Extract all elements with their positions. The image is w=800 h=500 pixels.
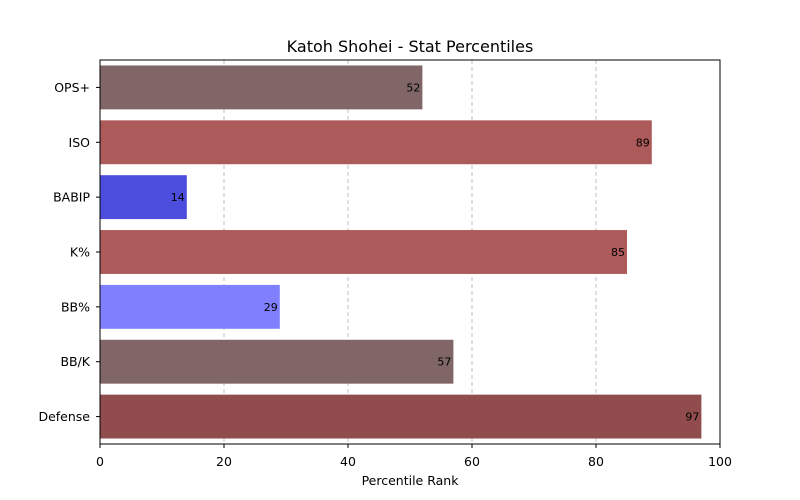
bar-value-label: 52 xyxy=(406,81,420,94)
bar-value-label: 85 xyxy=(611,246,625,259)
bar-ops- xyxy=(100,65,423,110)
x-tick-label: 60 xyxy=(464,454,480,469)
bar-value-label: 29 xyxy=(264,301,278,314)
x-tick-label: 100 xyxy=(708,454,732,469)
x-axis-title: Percentile Rank xyxy=(362,473,460,488)
bar-value-label: 57 xyxy=(437,356,451,369)
y-tick-label: ISO xyxy=(69,135,91,150)
bar-value-label: 14 xyxy=(171,191,185,204)
bar-k- xyxy=(100,230,627,274)
data-labels: 52 89 14 85 29 57 97 xyxy=(171,81,700,423)
y-tick-label: K% xyxy=(70,245,90,260)
y-tick-label: Defense xyxy=(38,409,90,424)
bars xyxy=(100,65,702,439)
x-tick-label: 0 xyxy=(96,454,104,469)
x-tick-label: 80 xyxy=(588,454,604,469)
bar-bb-k xyxy=(100,339,454,384)
chart-title: Katoh Shohei - Stat Percentiles xyxy=(287,37,534,56)
y-tick-label: OPS+ xyxy=(54,80,90,95)
bar-value-label: 89 xyxy=(636,136,650,149)
x-tick-label: 20 xyxy=(216,454,232,469)
bar-defense xyxy=(100,394,702,439)
y-axis: OPS+ ISO BABIP K% BB% BB/K Defense xyxy=(38,80,100,424)
bar-babip xyxy=(100,175,187,220)
y-tick-label: BABIP xyxy=(53,190,90,205)
x-tick-label: 40 xyxy=(340,454,356,469)
x-axis: 0 20 40 60 80 100 xyxy=(96,444,732,469)
bar-value-label: 97 xyxy=(685,411,699,424)
bar-bb- xyxy=(100,284,280,329)
bar-iso xyxy=(100,120,652,165)
y-tick-label: BB/K xyxy=(60,354,90,369)
y-tick-label: BB% xyxy=(61,299,90,314)
